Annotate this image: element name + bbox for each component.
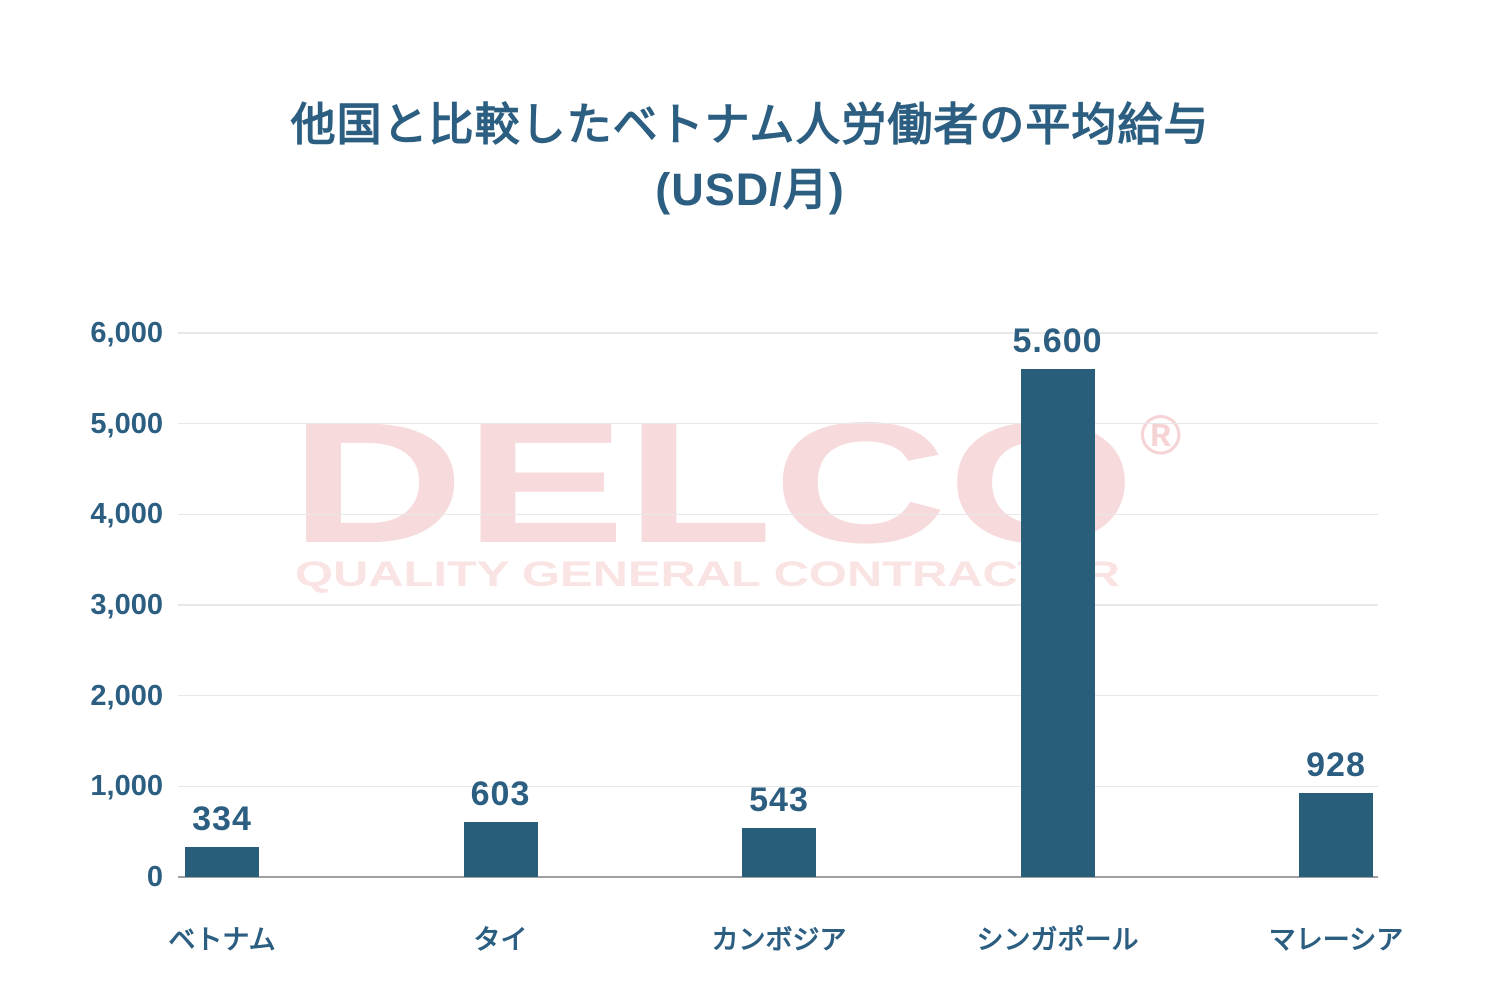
bar-マレーシア <box>1299 793 1373 877</box>
gridline-3,000 <box>178 604 1378 606</box>
gridline-4,000 <box>178 513 1378 516</box>
x-category-label-マレーシア: マレーシア <box>1268 925 1404 955</box>
y-tick-label-5,000: 5,000 <box>90 407 163 440</box>
delco-logo-text: DELCO <box>290 402 1135 579</box>
x-axis-line <box>178 876 1378 878</box>
gridline-6,000 <box>178 332 1378 334</box>
x-category-label-カンボジア: カンボジア <box>711 925 847 955</box>
x-category-label-シンガポール: シンガポール <box>976 925 1139 955</box>
y-tick-label-6,000: 6,000 <box>90 317 163 349</box>
value-label-カンボジア: 543 <box>749 781 809 819</box>
gridline-2,000 <box>178 694 1378 697</box>
value-label-マレーシア: 928 <box>1306 746 1366 784</box>
bar-ベトナム <box>185 847 259 877</box>
chart-title-line1: 他国と比較したベトナム人労働者の平均給与 <box>290 99 1210 150</box>
chart-title-line2: (USD/月) <box>655 164 845 216</box>
delco-logo: DELCO ® QUALITY GENERAL CONTRACTOR <box>290 387 1181 594</box>
x-category-label-タイ: タイ <box>473 925 528 955</box>
bar-タイ <box>463 822 538 877</box>
bar-カンボジア <box>742 828 816 877</box>
y-tick-label-0: 0 <box>146 861 163 893</box>
chart-title: 他国と比較したベトナム人労働者の平均給与 (USD/月) <box>0 92 1500 223</box>
y-tick-label-1,000: 1,000 <box>90 770 163 803</box>
y-tick-label-2,000: 2,000 <box>90 679 163 712</box>
value-label-ベトナム: 334 <box>192 800 252 838</box>
bar-シンガポール <box>1020 369 1095 877</box>
value-label-シンガポール: 5.600 <box>1012 322 1103 360</box>
delco-watermark: DELCO ® QUALITY GENERAL CONTRACTOR <box>288 387 1248 607</box>
value-label-タイ: 603 <box>470 775 531 813</box>
registered-trademark-icon: ® <box>1140 403 1181 466</box>
x-category-label-ベトナム: ベトナム <box>168 925 276 955</box>
y-tick-label-4,000: 4,000 <box>90 498 163 531</box>
plot-area: 0 1,000 2,000 3,000 4,000 5,000 6,000 334 ベトナム 60… <box>90 317 1403 955</box>
gridline-1,000 <box>178 785 1378 788</box>
y-tick-label-3,000: 3,000 <box>90 589 163 621</box>
delco-tagline-text: QUALITY GENERAL CONTRACTOR <box>295 555 1120 594</box>
gridline-5,000 <box>178 422 1378 425</box>
